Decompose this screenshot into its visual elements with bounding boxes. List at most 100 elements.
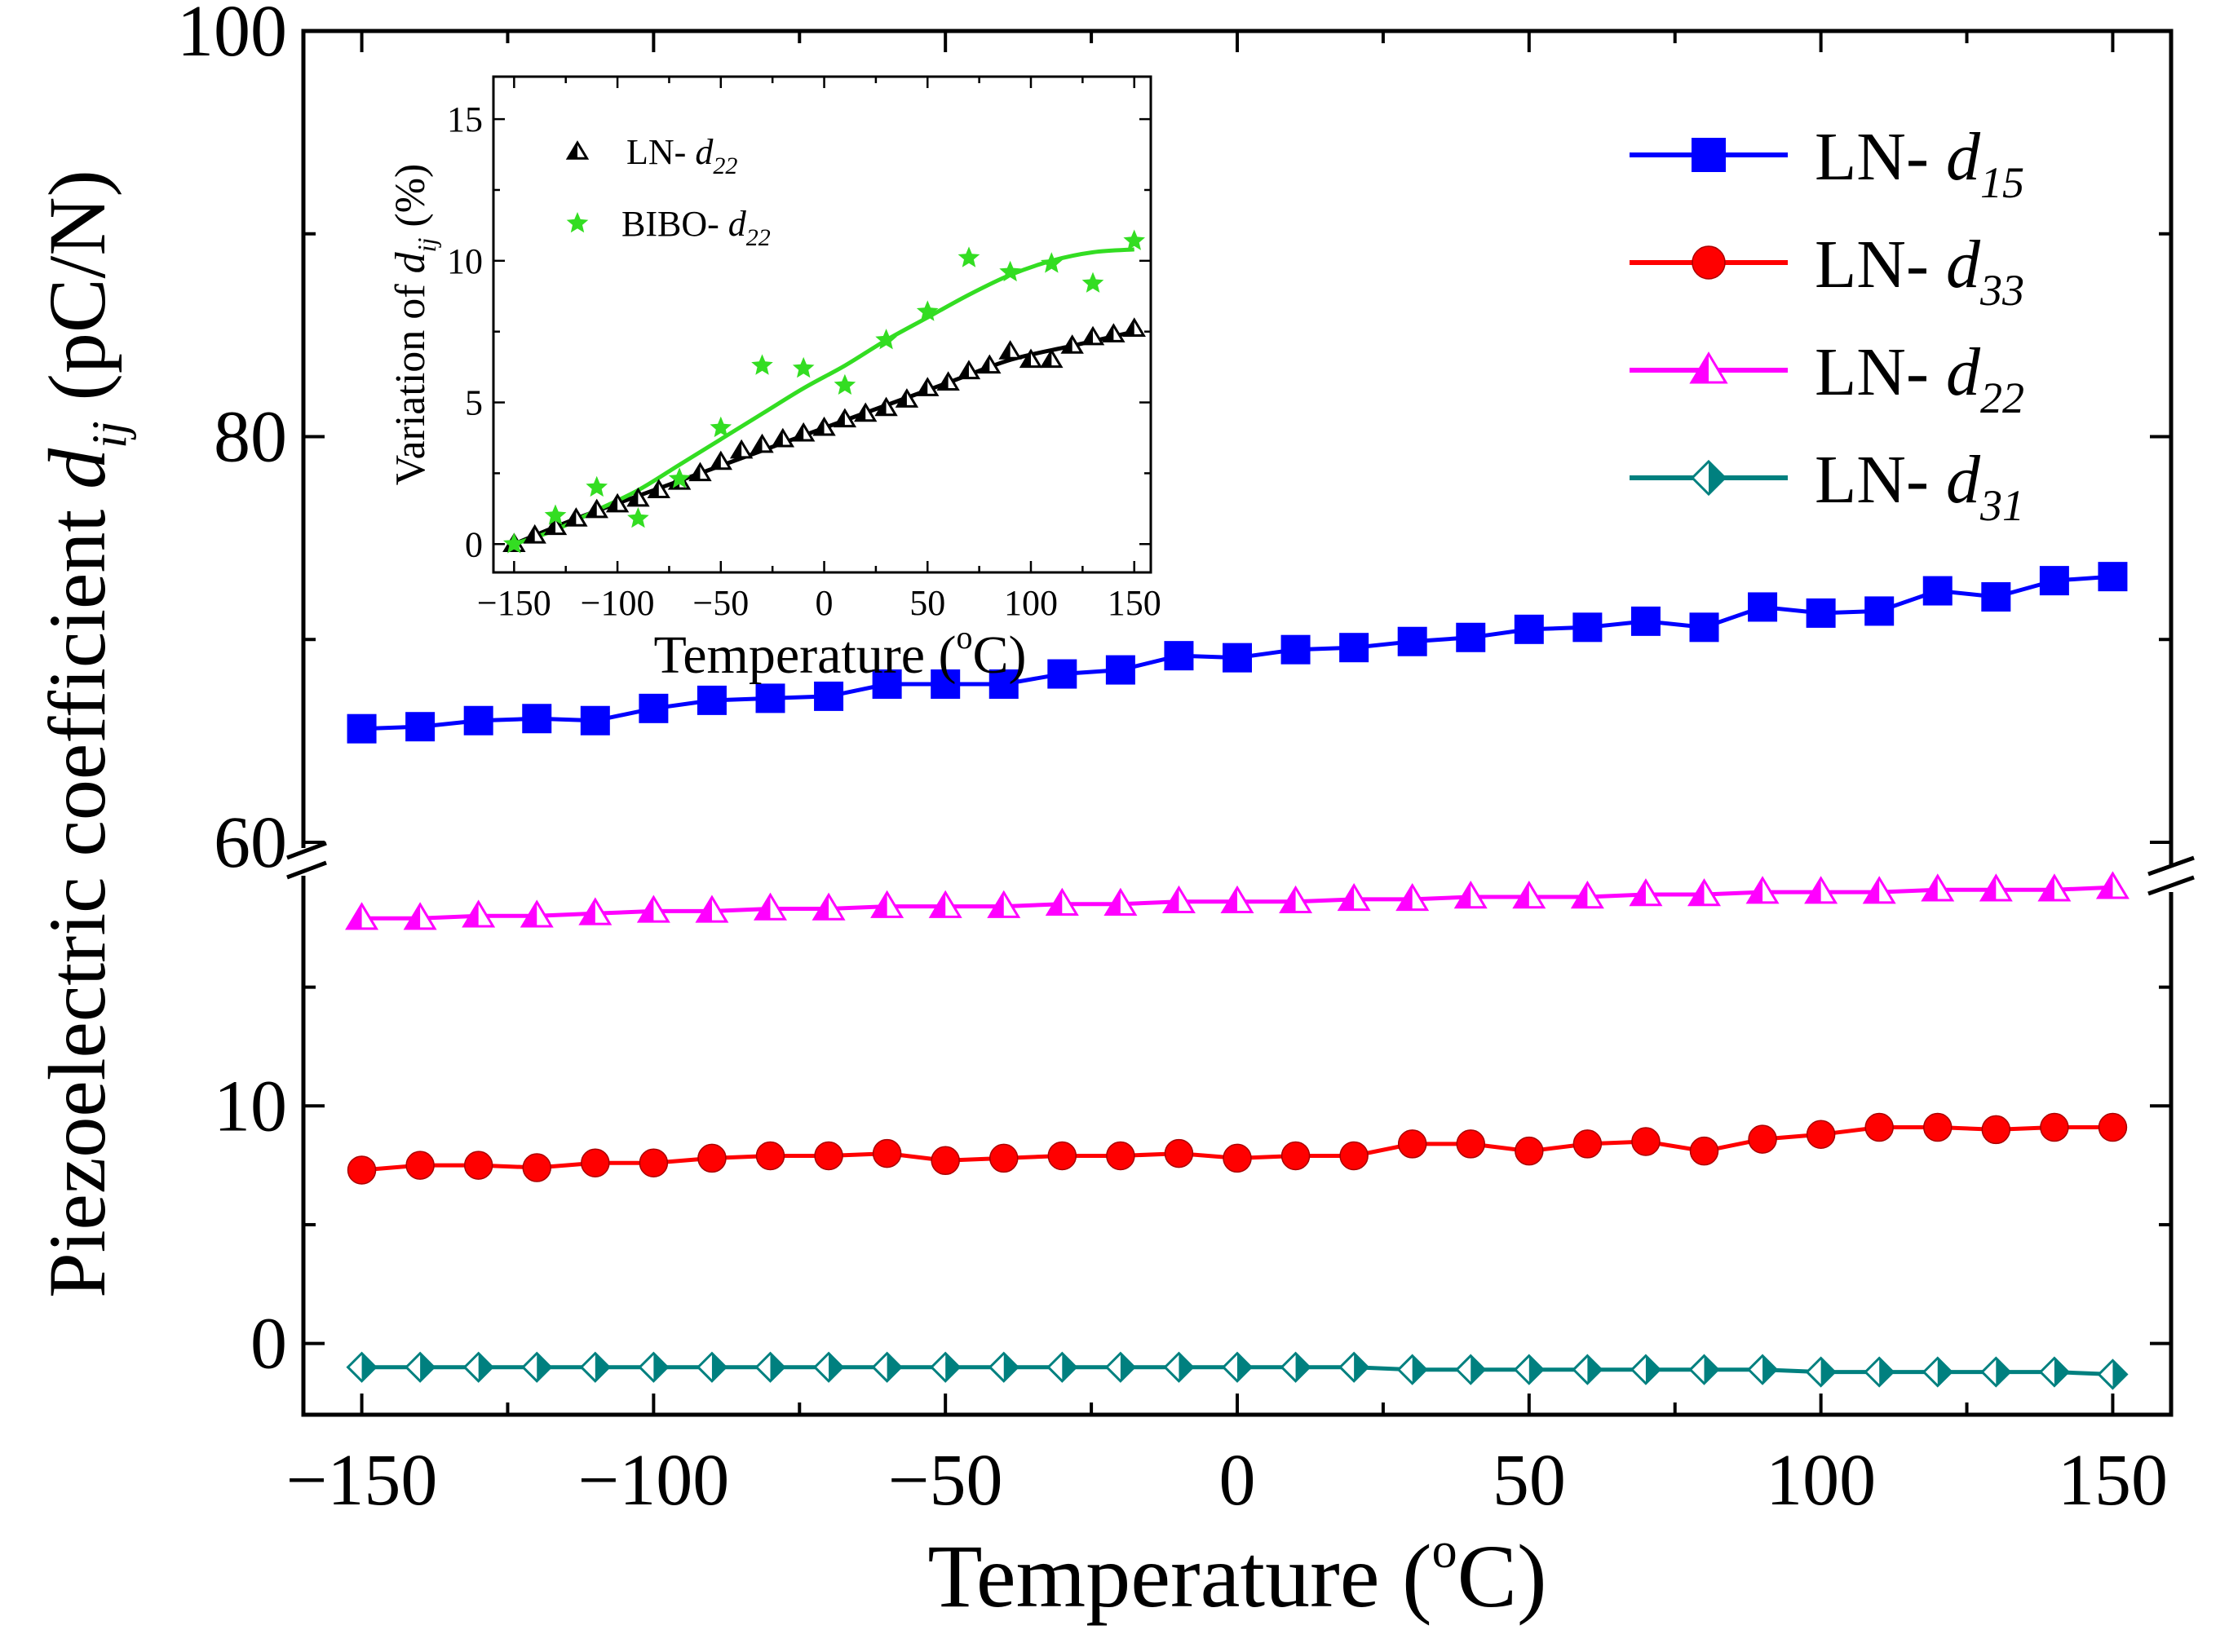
- main-x-axis-label: Temperature (oC): [927, 1523, 1546, 1626]
- data-point: [814, 681, 844, 711]
- data-point: [1572, 1354, 1603, 1385]
- data-point: [639, 693, 669, 723]
- inset-data-point: [710, 416, 732, 438]
- inset-data-point: [729, 439, 754, 459]
- inset-y-tick-label: 15: [447, 99, 483, 139]
- inset-data-point: [544, 504, 567, 525]
- data-point: [1689, 1136, 1719, 1166]
- data-point: [2098, 1112, 2128, 1142]
- data-point: [463, 1151, 493, 1180]
- data-point: [1979, 873, 2013, 902]
- series-ln-d15: [347, 562, 2128, 744]
- inset-series-group: [502, 229, 1146, 554]
- data-point: [2097, 1358, 2129, 1390]
- inset-data-point: [564, 507, 588, 527]
- inset-y-tick-label: 0: [465, 524, 483, 564]
- inset-y-tick-label: 10: [447, 241, 483, 281]
- data-point: [638, 1351, 670, 1383]
- data-point: [1164, 1138, 1194, 1168]
- data-point: [1980, 1356, 2012, 1388]
- inset-data-point: [1041, 252, 1063, 273]
- legend-marker: [1689, 351, 1728, 384]
- inset-data-point: [916, 300, 939, 321]
- data-point: [1338, 1351, 1370, 1383]
- data-point: [1923, 1112, 1953, 1142]
- inset-data-point: [978, 354, 1002, 374]
- data-point: [697, 685, 727, 715]
- inset-plot: −150 −100 −50 0 50 100 150 0 5 10 15 Temperature (…: [387, 75, 1161, 685]
- data-point: [1745, 876, 1780, 904]
- data-point: [1106, 1141, 1135, 1171]
- data-point: [695, 894, 729, 923]
- inset-x-tick-label: 0: [816, 583, 834, 623]
- series-ln-d33: [347, 1112, 2128, 1185]
- data-point: [754, 892, 787, 921]
- data-point: [346, 1351, 378, 1383]
- data-point: [1512, 881, 1546, 909]
- data-point: [581, 1148, 610, 1177]
- data-point: [1395, 882, 1430, 912]
- data-point: [521, 1351, 553, 1383]
- data-point: [1921, 873, 1955, 902]
- inset-data-point: [916, 377, 940, 396]
- x-tick-label: 150: [2058, 1440, 2168, 1521]
- data-point: [347, 713, 377, 744]
- legend-label: LN- d22: [1815, 334, 2024, 422]
- x-tick-label: 50: [1493, 1440, 1566, 1521]
- inset-legend: LN- d22 BIBO- d22: [565, 132, 771, 251]
- data-point: [931, 669, 961, 699]
- inset-data-point: [957, 246, 980, 267]
- data-point: [345, 902, 379, 930]
- data-point: [639, 1148, 669, 1177]
- inset-plot-frame: [492, 75, 1152, 574]
- data-point: [1864, 1356, 1895, 1388]
- inset-x-tick-label: −50: [692, 583, 749, 623]
- data-point: [755, 683, 785, 713]
- axis-break-right: [2147, 855, 2195, 896]
- y-tick-label: 10: [214, 1066, 287, 1146]
- data-point: [1922, 576, 1953, 606]
- data-point: [931, 1146, 960, 1176]
- data-point: [1804, 876, 1838, 904]
- data-point: [1163, 1351, 1195, 1383]
- inset-y-axis-label: Variation of dij (%): [387, 164, 441, 486]
- inset-x-tick-label: 150: [1108, 583, 1161, 623]
- data-point: [1862, 876, 1896, 904]
- data-point: [1631, 1127, 1661, 1156]
- data-point: [870, 890, 904, 918]
- data-point: [1047, 659, 1077, 689]
- data-point: [2098, 562, 2128, 592]
- x-tick-label: −150: [286, 1440, 438, 1521]
- data-point: [1806, 1120, 1836, 1150]
- inset-data-point: [605, 493, 630, 513]
- data-point: [1981, 582, 2011, 612]
- data-point: [2038, 1356, 2070, 1388]
- legend-marker: [1692, 138, 1726, 172]
- inset-data-point: [792, 356, 815, 378]
- axis-break-left: [286, 841, 327, 880]
- legend-item: LN- d31: [1630, 442, 2024, 530]
- inset-data-point: [854, 402, 878, 422]
- inset-x-tick-label: 50: [909, 583, 945, 623]
- inset-data-point: [1019, 348, 1043, 369]
- inset-data-point: [998, 340, 1022, 360]
- inset-data-point: [688, 462, 712, 482]
- inset-ticks: −150 −100 −50 0 50 100 150 0 5 10 15: [447, 77, 1161, 623]
- data-point: [1339, 633, 1369, 663]
- inset-data-point: [875, 329, 897, 350]
- legend-marker: [1690, 459, 1727, 497]
- data-point: [1397, 626, 1427, 656]
- inset-data-point: [1123, 229, 1145, 250]
- x-tick-label: 100: [1766, 1440, 1876, 1521]
- data-point: [1161, 885, 1196, 914]
- legend-label: LN- d31: [1815, 442, 2024, 530]
- legend-label: LN- d15: [1815, 119, 2024, 207]
- main-y-axis-label: Piezoelectric coefficient dij (pC/N): [32, 170, 136, 1298]
- inset-data-point: [1060, 334, 1084, 354]
- inset-series-ln-d22: [502, 317, 1146, 553]
- data-point: [930, 1351, 962, 1383]
- data-point: [1806, 598, 1836, 628]
